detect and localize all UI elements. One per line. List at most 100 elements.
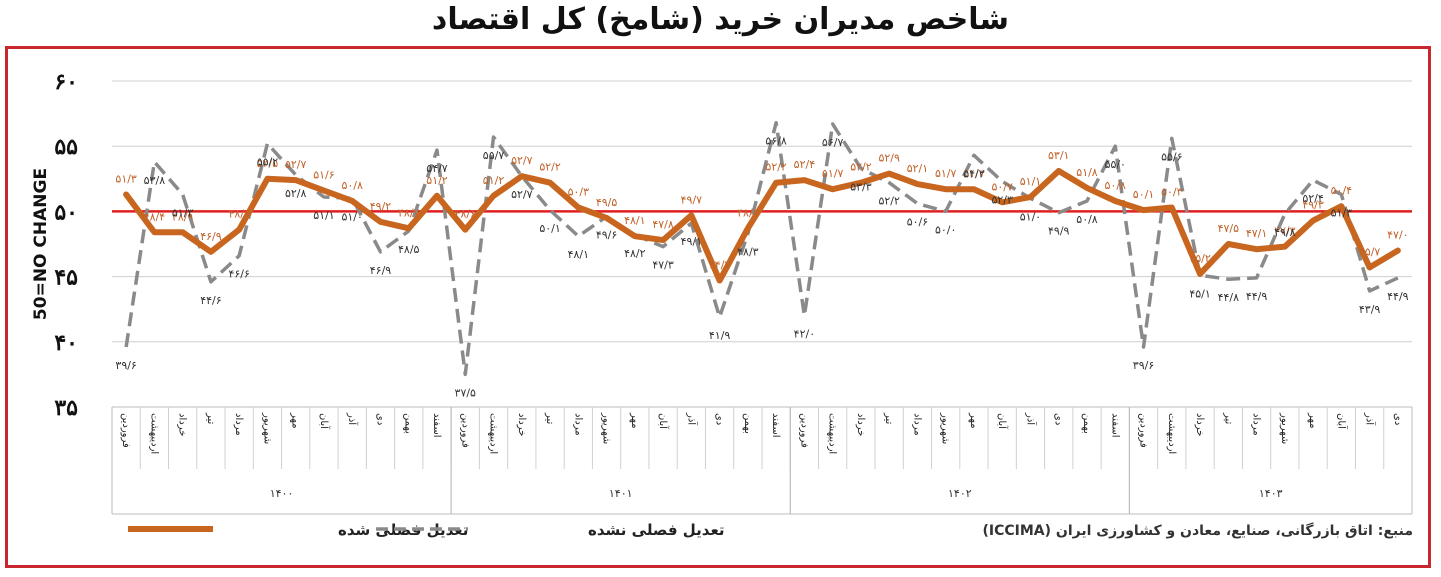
category-label: مهر [629, 412, 640, 428]
data-label-not-adjusted: ۵۰/۱ [539, 222, 560, 235]
data-label-not-adjusted: ۴۴/۹ [1387, 290, 1409, 303]
data-label-adjusted: ۵۰/۳ [568, 185, 590, 198]
data-label-adjusted: ۵۱/۱ [1020, 175, 1041, 188]
y-axis-ticks: ۳۵ ۴۰ ۴۵ ۵۰ ۵۵ ۶۰ [54, 69, 78, 421]
data-label-not-adjusted: ۵۴/۷ [426, 162, 448, 175]
data-label-adjusted: ۴۹/۳ [1302, 199, 1324, 212]
data-label-not-adjusted: ۴۴/۹ [1246, 290, 1268, 303]
data-label-adjusted: ۴۵/۲ [1189, 252, 1211, 265]
data-label-adjusted: ۵۰/۱ [1133, 188, 1154, 201]
data-label-not-adjusted: ۵۵/۷ [483, 149, 505, 162]
category-label: شهریور [1279, 412, 1290, 444]
data-label-adjusted: ۵۲/۹ [878, 152, 900, 165]
data-label-not-adjusted: ۵۱/۳ [1331, 206, 1353, 219]
series-line-not-adjusted [124, 120, 1399, 377]
category-label: آبان [657, 413, 670, 430]
data-label-not-adjusted: ۵۴/۳ [963, 167, 985, 180]
data-label-adjusted: ۴۴/۷ [709, 259, 731, 272]
category-label: خرداد [1194, 413, 1205, 436]
year-label: ۱۴۰۰ [270, 487, 294, 500]
data-label-not-adjusted: ۴۸/۱ [568, 248, 589, 261]
data-label-adjusted: ۵۲/۱ [907, 162, 928, 175]
data-label-adjusted: ۵۰/۳ [1161, 185, 1183, 198]
category-label: دی [1053, 413, 1064, 425]
data-label-adjusted: ۵۳/۱ [1048, 149, 1069, 162]
data-label-adjusted: ۵۰/۸ [1105, 179, 1127, 192]
data-label-not-adjusted: ۴۱/۹ [709, 329, 731, 342]
line-chart: ۳۵ ۴۰ ۴۵ ۵۰ ۵۵ ۶۰ 50=NO CHANGE فروردین اردیبهش… [31, 69, 1413, 539]
data-label-not-adjusted: ۴۴/۶ [200, 294, 221, 307]
category-label: بهمن [1081, 413, 1092, 434]
data-label-adjusted: ۵۰/۸ [341, 179, 363, 192]
data-label-not-adjusted: ۵۳/۸ [144, 174, 166, 187]
y-tick-label: ۶۰ [54, 69, 78, 95]
data-label-adjusted: ۴۸/۹ [172, 210, 194, 223]
data-label-adjusted: ۵۰/۷ [991, 180, 1013, 193]
data-label-not-adjusted: ۳۹/۶ [1133, 359, 1154, 372]
chart-title: شاخص مدیران خرید (شامخ) کل اقتصاد [431, 2, 1010, 37]
data-label-adjusted: ۴۸/۷ [737, 206, 759, 219]
category-label: فروردین [798, 413, 809, 448]
data-label-not-adjusted: ۵۵/۲ [257, 156, 279, 169]
category-label: اسفند [770, 413, 781, 437]
category-label: اسفند [1109, 413, 1120, 437]
data-label-not-adjusted: ۴۶/۹ [370, 264, 392, 277]
category-label: اردیبهشت [827, 413, 838, 454]
data-label-not-adjusted: ۵۰/۰ [935, 223, 956, 236]
data-label-adjusted: ۵۱/۲ [483, 174, 505, 187]
chart-frame: ۳۵ ۴۰ ۴۵ ۵۰ ۵۵ ۶۰ 50=NO CHANGE فروردین اردیبهش… [5, 46, 1431, 568]
year-label: ۱۴۰۳ [1259, 487, 1283, 500]
x-axis-categories: فروردین اردیبهشت خرداد تیر مرداد شهریور مهر آبا… [111, 406, 1413, 515]
y-tick-label: ۴۵ [54, 265, 78, 291]
data-label-not-adjusted: ۴۹/۸ [1274, 226, 1296, 239]
data-label-not-adjusted: ۳۹/۶ [115, 359, 136, 372]
category-label: دی [374, 413, 385, 425]
legend: تعدیل فصلی شده تعدیل فصلی نشده [128, 521, 725, 539]
category-label: بهمن [403, 413, 414, 434]
category-label: شهریور [940, 412, 951, 444]
data-label-not-adjusted: ۵۲/۳ [991, 193, 1013, 206]
data-label-adjusted: ۴۹/۷ [681, 193, 703, 206]
data-label-adjusted: ۴۸/۶ [455, 208, 476, 221]
data-label-adjusted: ۵۲/۲ [539, 161, 561, 174]
data-label-not-adjusted: ۵۶/۷ [822, 136, 844, 149]
category-label: خرداد [177, 413, 188, 436]
category-label: مرداد [233, 413, 244, 436]
category-label: دی [714, 413, 725, 425]
data-label-not-adjusted: ۵۰/۸ [1076, 213, 1098, 226]
data-label-adjusted: ۵۱/۳ [115, 172, 137, 185]
grid-lines [112, 80, 1412, 408]
series-lines [123, 120, 1401, 377]
category-label: مرداد [1251, 413, 1262, 436]
source-note: منبع: اتاق بازرگانی، صنایع، معادن و کشاو… [982, 522, 1413, 539]
category-label: مرداد [572, 413, 583, 436]
data-label-not-adjusted: ۴۶/۶ [228, 268, 249, 281]
data-label-adjusted: ۵۲/۷ [285, 158, 307, 171]
data-label-not-adjusted: ۵۰/۶ [907, 216, 928, 229]
data-label-adjusted: ۴۷/۵ [1218, 222, 1240, 235]
category-label: مرداد [911, 413, 922, 436]
data-label-not-adjusted: ۵۶/۸ [765, 135, 787, 148]
category-label: بهمن [742, 413, 753, 434]
legend-label-not-adjusted: تعدیل فصلی نشده [588, 521, 725, 539]
data-label-adjusted: ۵۰/۴ [1331, 184, 1353, 197]
data-labels: ۵۱/۳ ۴۸/۴ ۴۸/۹ ۴۶/۹ ۴۸/۶ ۵۲/۵ ۵۲/۷ ۵۱/۶ ۵۰/۸ ۴۹/۲… [115, 135, 1408, 400]
data-label-not-adjusted: ۵۲/۷ [511, 188, 533, 201]
data-label-not-adjusted: ۵۱/۰ [1020, 210, 1041, 223]
category-label: تیر [205, 412, 216, 425]
series-line-seasonally-adjusted [123, 167, 1401, 284]
data-label-not-adjusted: ۳۷/۵ [455, 386, 477, 399]
category-label: آبان [996, 413, 1009, 430]
data-label-adjusted: ۴۸/۴ [144, 210, 166, 223]
y-tick-label: ۴۰ [54, 330, 78, 356]
data-label-adjusted: ۵۲/۷ [511, 154, 533, 167]
category-label: مهر [290, 412, 301, 428]
data-label-not-adjusted: ۴۷/۳ [652, 259, 674, 272]
data-label-not-adjusted: ۵۵/۰ [1105, 158, 1126, 171]
data-label-adjusted: ۵۲/۲ [765, 161, 787, 174]
data-label-not-adjusted: ۵۳/۳ [850, 180, 872, 193]
category-label: شهریور [261, 412, 272, 444]
category-label: اسفند [431, 413, 442, 437]
data-label-adjusted: ۵۲/۲ [850, 161, 872, 174]
y-tick-label: ۳۵ [54, 395, 78, 421]
